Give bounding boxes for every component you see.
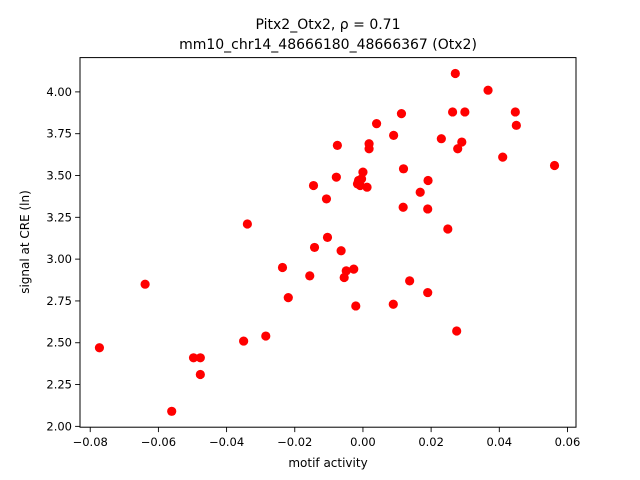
data-point	[371, 119, 382, 129]
x-tick-label: 0.00	[350, 435, 376, 449]
y-tick-label: 3.00	[46, 252, 72, 266]
data-point	[453, 144, 463, 154]
data-point	[351, 301, 361, 311]
data-point	[341, 266, 351, 276]
data-point	[460, 107, 470, 117]
data-point	[332, 140, 342, 151]
data-point	[415, 187, 425, 197]
data-point	[277, 262, 288, 273]
data-point	[242, 219, 252, 229]
data-point	[308, 180, 319, 191]
data-point	[362, 182, 372, 192]
y-tick-label: 2.25	[46, 378, 72, 392]
x-tick-label: −0.06	[141, 435, 176, 449]
y-tick-label: 2.00	[46, 419, 72, 433]
data-point	[436, 134, 446, 144]
data-point	[498, 152, 508, 162]
y-tick-label: 4.00	[46, 85, 72, 99]
data-point	[239, 336, 249, 346]
y-tick-label: 3.25	[46, 210, 72, 224]
plot-frame	[79, 57, 577, 428]
x-tick-label: −0.04	[209, 435, 244, 449]
data-point	[336, 246, 346, 256]
data-point	[396, 109, 407, 119]
data-point	[321, 194, 332, 204]
data-point	[457, 137, 467, 147]
data-point	[305, 271, 315, 281]
data-point	[331, 172, 341, 182]
data-point	[510, 107, 520, 117]
data-point	[452, 326, 462, 336]
y-axis-ticks: 2.00 2.25 2.50 2.75 3.00 3.25 3.50 3.75 4.00	[46, 85, 80, 433]
data-point	[398, 202, 408, 212]
data-point	[398, 164, 409, 174]
data-point	[283, 292, 293, 303]
data-point	[423, 204, 433, 214]
x-tick-label: 0.02	[418, 435, 444, 449]
data-point	[364, 139, 374, 149]
data-point	[423, 175, 433, 186]
data-point	[389, 130, 399, 140]
chart-title-line2: mm10_chr14_48666180_48666367 (Otx2)	[179, 37, 477, 53]
data-point	[450, 68, 460, 79]
data-points	[94, 68, 560, 416]
y-tick-label: 2.75	[46, 294, 72, 308]
x-tick-label: 0.06	[555, 435, 581, 449]
data-point	[511, 120, 521, 130]
data-point	[423, 287, 433, 298]
x-tick-label: −0.02	[277, 435, 312, 449]
data-point	[188, 353, 199, 363]
data-point	[140, 279, 150, 289]
data-point	[322, 232, 333, 242]
data-point	[388, 299, 398, 309]
chart-title-line1: Pitx2_Otx2, ρ = 0.71	[256, 17, 401, 33]
data-point	[261, 331, 271, 341]
x-axis-ticks: −0.08 −0.06 −0.04 −0.02 0.00 0.02 0.04 0.06	[73, 427, 581, 449]
y-axis-label: signal at CRE (ln)	[18, 190, 32, 294]
data-point	[167, 406, 177, 416]
y-tick-label: 3.50	[46, 169, 72, 183]
data-point	[483, 85, 493, 95]
data-point	[195, 353, 205, 363]
y-tick-label: 3.75	[46, 127, 72, 141]
data-point	[443, 224, 453, 234]
data-point	[309, 242, 320, 253]
data-point	[447, 107, 458, 117]
data-point	[405, 276, 415, 286]
x-tick-label: 0.04	[486, 435, 512, 449]
x-tick-label: −0.08	[73, 435, 108, 449]
y-tick-label: 2.50	[46, 336, 72, 350]
data-point	[358, 167, 368, 177]
data-point	[94, 343, 105, 353]
data-point	[195, 369, 205, 380]
data-point	[549, 160, 560, 171]
data-point	[349, 264, 359, 274]
x-axis-label: motif activity	[288, 456, 367, 470]
